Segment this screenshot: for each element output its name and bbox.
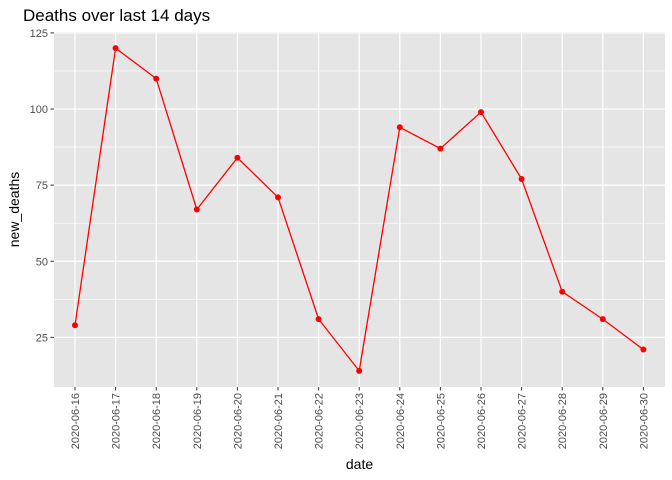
data-point (275, 194, 281, 201)
data-point (518, 176, 525, 183)
x-tick-label: 2020-06-29 (598, 393, 610, 449)
x-tick-label: 2020-06-19 (192, 393, 204, 449)
data-point (559, 288, 566, 295)
y-axis-title: new_deaths (6, 172, 22, 248)
data-point (72, 322, 78, 329)
data-point (437, 145, 444, 152)
y-axis-ticks: 25 50 75 100 125 (30, 28, 54, 344)
x-tick-label: 2020-06-28 (557, 393, 569, 449)
x-axis-ticks: 2020-06-16 2020-06-17 2020-06-18 2020-06-19… (70, 387, 650, 449)
x-tick-label: 2020-06-25 (435, 393, 447, 449)
x-tick-label: 2020-06-18 (151, 393, 163, 449)
data-point (599, 316, 606, 323)
x-tick-label: 2020-06-30 (638, 393, 650, 449)
x-tick-label: 2020-06-26 (476, 393, 488, 449)
x-tick-label: 2020-06-20 (232, 393, 244, 449)
x-axis-title: date (346, 456, 373, 472)
chart-title: Deaths over last 14 days (23, 6, 210, 25)
y-tick-label: 75 (36, 180, 48, 192)
data-point (193, 206, 200, 213)
y-tick-label: 25 (36, 332, 48, 344)
data-point (315, 316, 322, 323)
data-point (153, 75, 160, 82)
major-gridlines (54, 32, 665, 387)
x-tick-label: 2020-06-23 (354, 393, 366, 449)
y-tick-label: 125 (30, 28, 48, 40)
data-point (478, 109, 484, 116)
x-tick-label: 2020-06-27 (517, 393, 529, 449)
y-tick-label: 100 (30, 104, 48, 116)
data-point (112, 45, 119, 52)
series-layer (72, 45, 647, 374)
data-point (234, 154, 241, 161)
x-tick-label: 2020-06-22 (314, 393, 326, 449)
x-tick-label: 2020-06-16 (70, 393, 82, 449)
x-tick-label: 2020-06-21 (273, 393, 285, 449)
data-point (356, 367, 363, 374)
data-point (640, 346, 647, 353)
data-point (396, 124, 403, 131)
y-tick-label: 50 (36, 256, 48, 268)
x-tick-label: 2020-06-24 (395, 393, 407, 449)
x-tick-label: 2020-06-17 (111, 393, 123, 449)
